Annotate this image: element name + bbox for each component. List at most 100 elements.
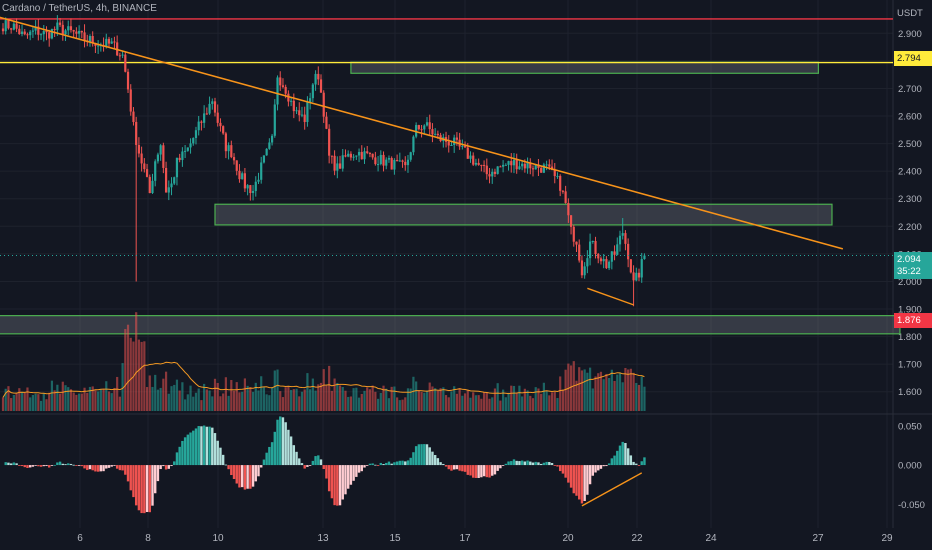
candle-body [110, 41, 113, 44]
histogram-bar [162, 465, 165, 467]
candle [287, 90, 290, 107]
candle [385, 157, 388, 170]
volume-bar [548, 395, 551, 411]
histogram-bar [113, 465, 116, 466]
histogram-bar [96, 465, 100, 472]
volume-bar [396, 397, 399, 411]
candle [230, 140, 233, 159]
candle-body [257, 179, 260, 182]
candle-body [567, 202, 570, 216]
histogram-bar [202, 425, 206, 466]
candle [580, 255, 584, 279]
volume-bar [200, 400, 203, 411]
candle [643, 253, 646, 260]
histogram-bar [529, 461, 532, 466]
volume-bar [333, 378, 336, 411]
volume-bar [1, 397, 5, 411]
candle [605, 256, 608, 270]
candle [540, 166, 543, 173]
time-tick-label: 27 [812, 533, 824, 544]
candle-body [254, 181, 257, 191]
candle [344, 149, 347, 158]
candle-body [461, 145, 464, 147]
candle-body [232, 157, 236, 161]
candle-body [137, 144, 140, 154]
volume-bar [583, 369, 586, 411]
candle-body [314, 73, 317, 85]
histogram-bar [556, 465, 559, 467]
candle-body [472, 155, 475, 165]
histogram-bar [461, 465, 464, 472]
histogram-bar [42, 465, 45, 467]
candle-body [273, 104, 276, 136]
volume-bar [26, 387, 29, 411]
histogram-bar [586, 465, 589, 495]
symbol-title[interactable]: Cardano / TetherUS, 4h, BINANCE [2, 3, 157, 14]
candle [75, 27, 78, 39]
candle-body [129, 89, 132, 112]
histogram-bar [382, 464, 385, 466]
candle [235, 160, 238, 176]
candle-body [50, 28, 54, 39]
histogram-bar [379, 462, 383, 466]
histogram-bar [507, 461, 510, 466]
histogram-bar [466, 465, 469, 475]
histogram-bar [28, 465, 32, 468]
candle [635, 267, 638, 282]
volume-bar [197, 388, 200, 411]
volume-bar [409, 388, 412, 411]
volume-bar [7, 386, 10, 411]
candles [1, 15, 646, 307]
volume-bar [39, 400, 43, 411]
candle [431, 123, 434, 143]
histogram-bar [455, 465, 459, 470]
volume-bar [371, 385, 374, 411]
histogram-bar [292, 445, 296, 466]
candle [629, 258, 632, 274]
volume-bar [154, 374, 157, 411]
candle [12, 20, 15, 31]
candle-body [393, 159, 396, 170]
histogram-bar [211, 427, 214, 466]
candle [164, 161, 168, 193]
histogram-bar [4, 462, 7, 466]
volume-bar [488, 398, 491, 411]
histogram-bar [69, 463, 73, 466]
candle [512, 152, 516, 174]
volume-bar [97, 391, 100, 411]
candle [200, 120, 203, 131]
candle-body [428, 122, 431, 130]
volume-bar [254, 382, 257, 411]
volume-bar [309, 389, 312, 411]
candle [379, 150, 382, 166]
histogram-bar [452, 465, 456, 470]
candle [602, 253, 605, 269]
candle-body [295, 110, 298, 112]
candle-body [469, 155, 472, 159]
volume-bar [178, 390, 181, 411]
volume-bar [80, 393, 83, 411]
candle-body [162, 145, 165, 168]
candle [434, 128, 437, 136]
candle [42, 24, 45, 42]
histogram-bar [143, 465, 146, 514]
volume-bar [23, 392, 26, 411]
histogram-bar [317, 455, 320, 466]
histogram-bar [357, 465, 361, 473]
candle-body [463, 145, 467, 148]
candle-body [7, 20, 10, 29]
histogram-bar [249, 465, 252, 489]
histogram-bar [154, 465, 157, 494]
histogram-bar [319, 459, 323, 466]
candle [222, 125, 225, 135]
volume-bar [393, 386, 396, 411]
volume-bar [167, 393, 170, 411]
candle-body [243, 173, 247, 189]
histogram-bar [472, 465, 475, 478]
volume-bar [140, 341, 143, 411]
histogram-bar [583, 465, 586, 502]
volume-bar [4, 388, 7, 411]
candle-body [67, 26, 70, 31]
candle-body [126, 71, 130, 90]
